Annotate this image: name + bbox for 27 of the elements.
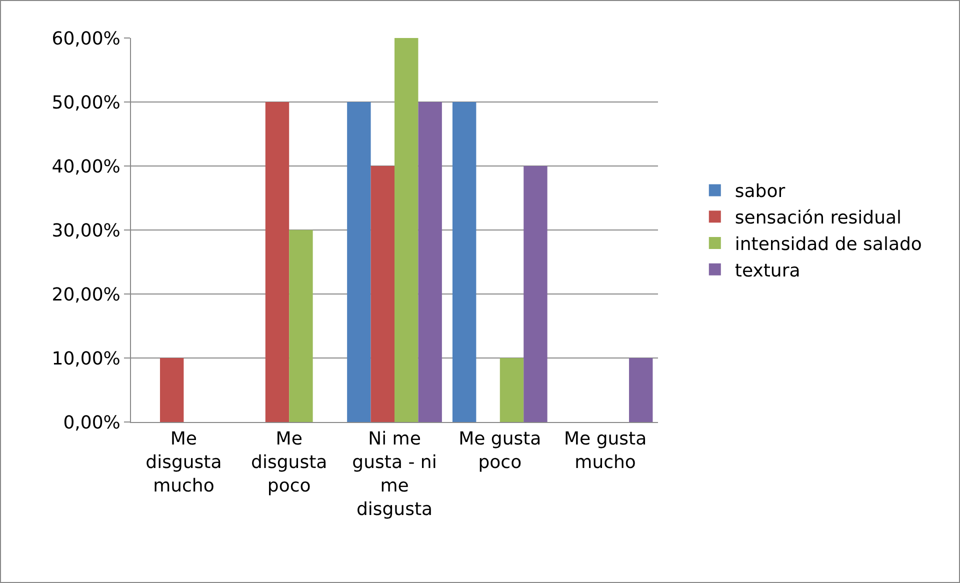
y-tick-label: 20,00% [52, 284, 120, 306]
bar [418, 102, 442, 422]
y-tick-label: 10,00% [52, 348, 120, 370]
legend-label: textura [734, 260, 800, 282]
x-tick-label: Me disgusta mucho [146, 428, 222, 496]
y-tick-label: 50,00% [52, 92, 120, 114]
bar [289, 230, 313, 422]
bar [500, 358, 524, 422]
y-tick-label: 40,00% [52, 156, 120, 178]
bar [452, 102, 476, 422]
x-tick-label: Me gusta mucho [564, 428, 647, 473]
legend-label: intensidad de salado [734, 234, 922, 256]
x-tick-label: Me gusta poco [458, 428, 542, 473]
bar [524, 166, 548, 422]
legend-label: sabor [734, 181, 786, 202]
y-tick-label: 60,00% [52, 28, 120, 50]
x-tick-label: Me disgusta poco [251, 428, 328, 496]
bar [629, 358, 653, 422]
y-tick-label: 0,00% [63, 412, 120, 434]
y-tick-label: 30,00% [52, 220, 120, 242]
x-tick-label: Ni me gusta - ni me disgusta [352, 428, 437, 520]
bar [265, 102, 290, 422]
bar [347, 102, 371, 422]
bar [394, 38, 418, 422]
bar [370, 166, 394, 422]
bar [160, 358, 184, 422]
legend-label: sensación residual [734, 208, 902, 229]
